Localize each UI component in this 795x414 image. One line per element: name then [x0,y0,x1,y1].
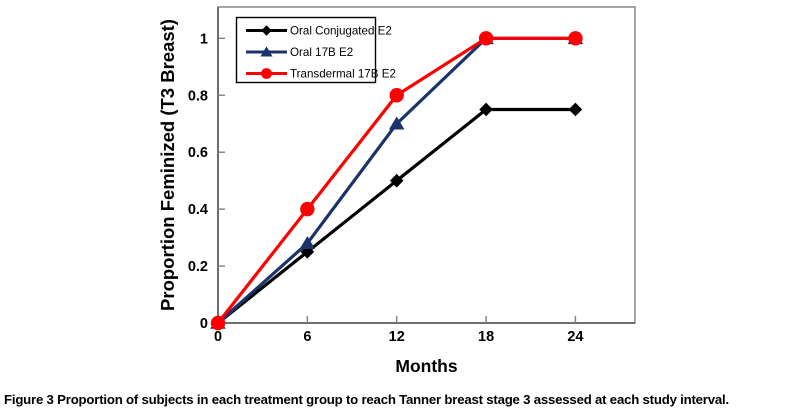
legend-entry: Transdermal 17B E2 [246,68,396,81]
legend-label: Oral Conjugated E2 [290,25,392,38]
y-tick-label: 0 [200,316,208,332]
y-tick-label: 0.8 [188,88,208,104]
x-tick-label: 18 [478,329,494,345]
series-oral-conjugated-e2 [211,102,583,330]
y-tick-label: 0.2 [188,259,208,275]
legend-label: Oral 17B E2 [290,46,353,59]
legend-marker [261,25,272,36]
y-tick-label: 0.6 [188,145,208,161]
legend-box [235,16,377,84]
x-axis-title: Months [395,356,457,376]
legend-entry: Oral Conjugated E2 [246,25,392,38]
data-point-marker [388,116,405,130]
x-tick-label: 24 [567,329,583,345]
legend: Oral Conjugated E2 Oral 17B E2 Transdermal… [235,16,396,84]
data-point-marker [389,88,404,103]
legend-entry: Oral 17B E2 [246,46,353,59]
legend-marker [260,46,273,57]
data-point-marker [300,245,315,259]
x-tick-label: 0 [214,329,222,345]
data-point-marker [389,173,404,188]
series-transdermal-17b-e2 [210,31,583,331]
y-axis-title: Proportion Feminized (T3 Breast) [157,19,178,311]
data-point-marker [568,102,583,117]
data-point-marker [210,315,226,331]
figure-caption: Figure 3 Proportion of subjects in each … [4,391,792,408]
data-point-marker [568,31,583,46]
legend-marker [261,68,272,79]
series-line [217,107,576,325]
data-point-marker [299,236,316,250]
x-tick-label: 12 [389,329,405,345]
y-tick-label: 0.4 [188,202,208,218]
data-point-marker [478,31,494,46]
figure-caption-text: Proportion of subjects in each treatment… [57,392,729,407]
legend-label: Transdermal 17B E2 [290,68,396,81]
chart-canvas: 0 6 12 18 24 0 0.2 0.4 0.6 0.8 1 Months Proportion F… [157,6,636,376]
x-tick-label: 6 [303,329,311,345]
data-point-marker [479,102,493,117]
line-chart: 0 6 12 18 24 0 0.2 0.4 0.6 0.8 1 Months Proportion F… [157,6,636,376]
y-tick-label: 1 [200,31,208,47]
data-point-marker [300,201,315,217]
figure-caption-label: Figure 3 [4,392,54,407]
